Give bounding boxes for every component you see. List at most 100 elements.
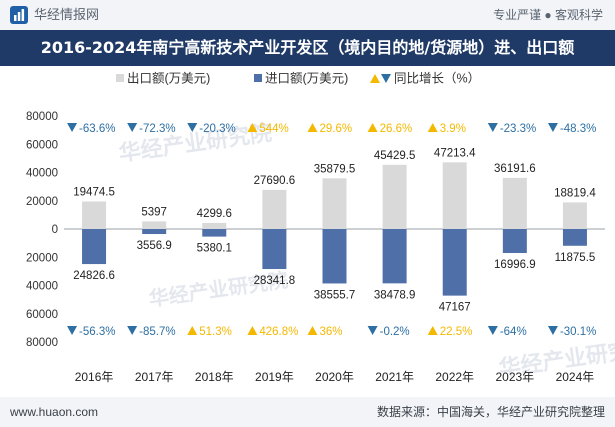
tagline: 专业严谨 ● 客观科学 [493,8,603,22]
bar-import[interactable] [322,229,347,284]
growth-label-export: 29.6% [320,123,353,135]
growth-label-export: 3.9% [440,123,466,135]
bar-import[interactable] [262,229,287,270]
growth-down-triangle-icon [127,326,138,335]
value-label-export: 27690.6 [254,175,296,187]
growth-up-triangle-icon [307,326,318,335]
growth-label-export: -48.3% [560,123,596,135]
growth-label-export: -20.3% [199,123,235,135]
y-tick-label: 60000 [26,309,58,321]
legend-swatch-import [254,74,262,82]
growth-down-triangle-icon [487,326,498,335]
growth-label-import: -30.1% [560,326,596,338]
growth-up-triangle-icon [247,123,258,132]
growth-down-triangle-icon [547,326,558,335]
growth-down-triangle-icon [67,123,78,132]
value-label-import: 16996.9 [494,259,536,271]
value-label-export: 45429.5 [374,150,416,162]
bar-import[interactable] [202,229,227,237]
growth-up-triangle-icon [247,326,258,335]
brand-logo-icon [10,6,28,24]
growth-label-import: 36% [320,326,343,338]
growth-up-triangle-icon [307,123,318,132]
bar-export[interactable] [502,177,527,229]
x-tick-label: 2018年 [195,370,234,384]
x-tick-label: 2022年 [435,370,474,384]
value-label-import: 38478.9 [374,289,416,301]
data-source: 数据来源：中国海关，华经产业研究院整理 [376,405,605,419]
value-label-import: 38555.7 [314,289,356,301]
legend-swatch-export [116,74,124,82]
value-label-import: 11875.5 [555,252,596,264]
growth-down-triangle-icon [367,326,378,335]
growth-label-export: -72.3% [139,123,175,135]
value-label-import: 28341.8 [254,275,296,287]
value-label-export: 47213.4 [434,147,476,159]
site-url[interactable]: www.huaon.com [10,405,99,419]
value-label-import: 3556.9 [137,240,172,252]
brand-name: 华经情报网 [34,7,100,22]
bar-export[interactable] [322,178,347,229]
bar-export[interactable] [82,201,107,229]
growth-label-import: 51.3% [199,326,232,338]
bar-export[interactable] [442,162,467,229]
value-label-export: 36191.6 [494,163,536,175]
bar-export[interactable] [382,164,407,229]
bar-import[interactable] [382,229,407,284]
value-label-import: 5380.1 [197,243,232,255]
legend-label-import: 进口额(万美元) [265,72,348,86]
growth-label-import: 426.8% [259,326,298,338]
bar-import[interactable] [82,229,107,265]
bar-export[interactable] [202,222,227,229]
bar-import[interactable] [502,229,527,254]
growth-label-import: 22.5% [440,326,473,338]
x-tick-label: 2021年 [375,370,414,384]
legend-label-growth: 同比增长（%） [394,71,480,86]
bar-import[interactable] [442,229,467,296]
bar-export[interactable] [562,202,587,229]
value-label-export: 4299.6 [197,208,232,220]
legend-up-triangle-icon [370,74,380,83]
x-tick-label: 2017年 [135,370,174,384]
bar-import[interactable] [562,229,587,246]
x-tick-label: 2024年 [556,370,595,384]
y-tick-label: 40000 [26,168,58,180]
growth-down-triangle-icon [67,326,78,335]
chart-title: 2016-2024年南宁高新技术产业开发区（境内目的地/货源地）进、出口额 [0,30,615,66]
top-bar: 华经情报网 专业严谨 ● 客观科学 [0,0,615,30]
growth-label-import: -64% [500,326,527,338]
growth-label-export: -23.3% [500,123,536,135]
growth-down-triangle-icon [547,123,558,132]
bar-export[interactable] [262,189,287,229]
y-tick-label: 80000 [26,111,58,123]
y-tick-label: 20000 [26,252,58,264]
growth-down-triangle-icon [187,123,198,132]
y-tick-label: 80000 [26,337,58,349]
bar-export[interactable] [142,221,167,229]
y-tick-label: 40000 [26,281,58,293]
legend-down-triangle-icon [381,74,391,83]
value-label-import: 47167 [439,302,471,314]
legend: 出口额(万美元) 进口额(万美元) 同比增长（%） [116,71,480,86]
value-label-export: 5397 [141,206,167,218]
legend-label-export: 出口额(万美元) [127,72,210,86]
brand: 华经情报网 [10,6,99,24]
growth-up-triangle-icon [427,326,438,335]
growth-up-triangle-icon [367,123,378,132]
x-tick-label: 2020年 [315,370,354,384]
growth-label-export: 26.6% [380,123,413,135]
growth-down-triangle-icon [127,123,138,132]
growth-label-export: -63.6% [79,123,115,135]
growth-label-import: -56.3% [79,326,115,338]
growth-up-triangle-icon [427,123,438,132]
growth-label-import: -0.2% [380,326,410,338]
x-tick-label: 2019年 [255,370,294,384]
growth-label-import: -85.7% [139,326,175,338]
y-tick-label: 0 [52,224,58,236]
value-label-import: 24826.6 [73,270,115,282]
value-label-export: 18819.4 [554,187,596,199]
x-tick-label: 2023年 [495,370,534,384]
bar-import[interactable] [142,229,167,235]
